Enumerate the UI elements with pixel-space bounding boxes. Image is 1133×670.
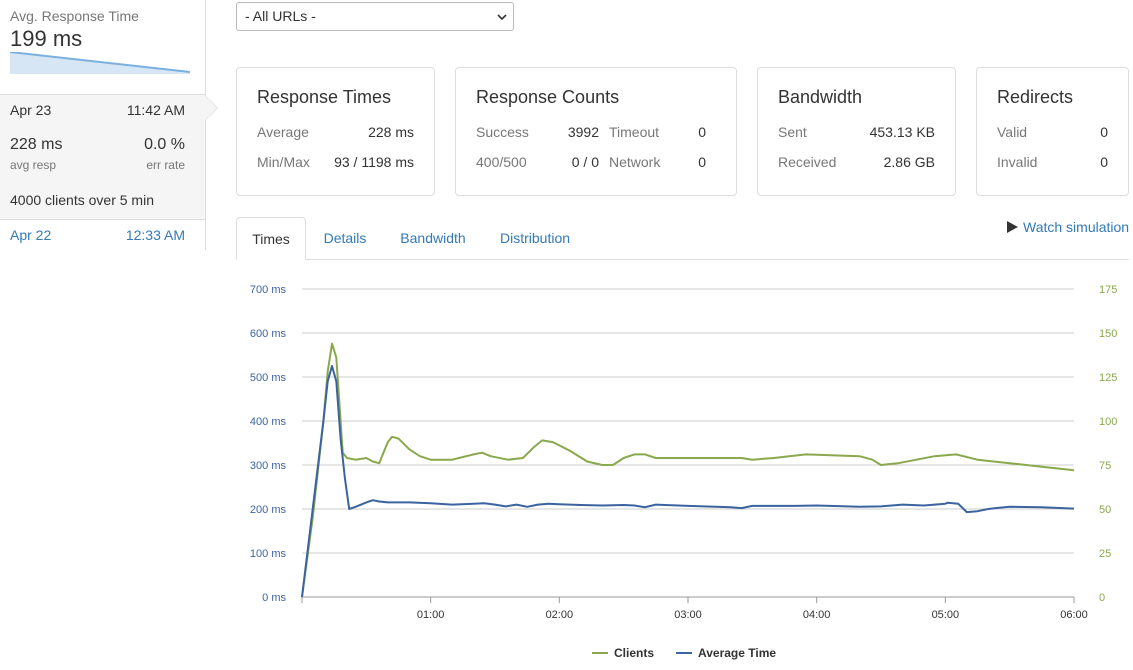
redirects-card: Redirects Valid 0 Invalid 0 bbox=[976, 67, 1129, 196]
invalid-label: Invalid bbox=[997, 154, 1038, 170]
watch-simulation-link[interactable]: Watch simulation bbox=[1007, 219, 1129, 235]
x-tick-label: 06:00 bbox=[1060, 609, 1088, 621]
run-duration-unit: min bbox=[127, 192, 154, 208]
y-left-tick-label: 0 ms bbox=[262, 592, 286, 604]
card-title: Redirects bbox=[997, 87, 1074, 107]
run-clients-summary: 4000 clients over 5 min bbox=[10, 192, 154, 208]
valid-label: Valid bbox=[997, 124, 1028, 140]
avg-response-title: Avg. Response Time bbox=[10, 8, 139, 24]
run-list-item[interactable]: Apr 22 12:33 AM bbox=[0, 219, 205, 250]
avg-response-summary: Avg. Response Time 199 ms bbox=[0, 0, 205, 94]
sidebar: Avg. Response Time 199 ms Apr 23 11:42 A… bbox=[0, 0, 206, 250]
url-filter-value: - All URLs - bbox=[245, 8, 316, 24]
run-clients-count: 4000 bbox=[10, 192, 42, 208]
y-right-tick-label: 75 bbox=[1099, 460, 1111, 472]
received-label: Received bbox=[778, 154, 837, 170]
avg-response-value: 199 ms bbox=[10, 26, 83, 51]
response-time-chart: 0 ms 100 ms 200 ms 300 ms 400 ms 500 ms 600 ms… bbox=[250, 284, 1117, 660]
minmax-value: 93 / 1198 ms bbox=[334, 154, 414, 170]
avg-response-sparkline bbox=[10, 52, 190, 74]
chart-tabs: Times Details Bandwidth Distribution bbox=[236, 217, 1129, 260]
success-value: 3992 bbox=[567, 124, 599, 140]
y-left-tick-label: 300 ms bbox=[250, 460, 287, 472]
received-value: 2.86 GB bbox=[883, 154, 935, 170]
sent-label: Sent bbox=[778, 124, 807, 140]
watch-simulation-label: Watch simulation bbox=[1023, 219, 1130, 235]
x-tick-label: 04:00 bbox=[803, 609, 831, 621]
tab-bandwidth[interactable]: Bandwidth bbox=[400, 230, 466, 246]
y-right-tick-label: 0 bbox=[1099, 592, 1105, 604]
y-right-tick-label: 150 bbox=[1099, 328, 1117, 340]
run-time-link[interactable]: 12:33 AM bbox=[125, 227, 185, 243]
x-tick-label: 02:00 bbox=[546, 609, 574, 621]
legend-label: Clients bbox=[614, 646, 654, 660]
average-label: Average bbox=[257, 124, 309, 140]
run-err-rate-label: err rate bbox=[146, 158, 185, 172]
card-title: Response Times bbox=[257, 87, 392, 107]
sent-value: 453.13 KB bbox=[869, 124, 935, 140]
run-date-link[interactable]: Apr 22 bbox=[10, 227, 52, 243]
y-right-tick-label: 125 bbox=[1099, 372, 1117, 384]
card-title: Response Counts bbox=[476, 87, 620, 107]
y-right-tick-label: 100 bbox=[1099, 416, 1117, 428]
minmax-label: Min/Max bbox=[257, 154, 310, 170]
x-tick-label: 01:00 bbox=[417, 609, 445, 621]
average-value: 228 ms bbox=[368, 124, 414, 140]
network-label: Network bbox=[609, 154, 661, 170]
legend-label: Average Time bbox=[698, 646, 776, 660]
run-duration-min: 5 bbox=[119, 192, 128, 208]
chevron-down-icon bbox=[497, 14, 507, 21]
invalid-value: 0 bbox=[1100, 154, 1108, 170]
network-value: 0 bbox=[698, 154, 706, 170]
timeout-label: Timeout bbox=[609, 124, 660, 140]
series-line-clients bbox=[301, 342, 1075, 598]
run-avg-resp-label: avg resp bbox=[10, 158, 57, 172]
run-list-item-selected[interactable]: Apr 23 11:42 AM 228 ms avg resp 0.0 % er… bbox=[0, 94, 205, 220]
y-left-tick-label: 500 ms bbox=[250, 372, 287, 384]
success-label: Success bbox=[476, 124, 529, 140]
y-left-tick-label: 100 ms bbox=[250, 548, 287, 560]
x-tick-label: 05:00 bbox=[932, 609, 960, 621]
card-title: Bandwidth bbox=[778, 87, 863, 107]
tab-times[interactable]: Times bbox=[236, 217, 306, 260]
http-error-label: 400/500 bbox=[476, 154, 527, 170]
play-icon bbox=[1007, 221, 1018, 233]
valid-value: 0 bbox=[1100, 124, 1108, 140]
run-time: 11:42 AM bbox=[126, 102, 185, 118]
series-line-average-time bbox=[301, 365, 1075, 598]
y-left-tick-label: 200 ms bbox=[250, 504, 287, 516]
y-left-tick-label: 700 ms bbox=[250, 284, 287, 296]
timeout-value: 0 bbox=[698, 124, 706, 140]
y-right-tick-label: 175 bbox=[1099, 284, 1117, 296]
tab-details[interactable]: Details bbox=[323, 230, 367, 246]
run-avg-resp-value: 228 ms bbox=[10, 136, 63, 153]
run-clients-text: clients over bbox=[41, 192, 120, 208]
x-tick-label: 03:00 bbox=[674, 609, 702, 621]
http-error-value: 0 / 0 bbox=[571, 154, 599, 170]
y-right-tick-label: 50 bbox=[1099, 504, 1111, 516]
selected-run-pointer-fill bbox=[205, 96, 217, 120]
tab-distribution[interactable]: Distribution bbox=[499, 230, 571, 246]
y-left-tick-label: 400 ms bbox=[250, 416, 287, 428]
run-err-rate-value: 0.0 % bbox=[144, 136, 185, 153]
response-counts-card: Response Counts Success 3992 Timeout 0 4… bbox=[455, 67, 737, 196]
response-times-card: Response Times Average 228 ms Min/Max 93… bbox=[236, 67, 435, 196]
run-date: Apr 23 bbox=[10, 102, 52, 118]
y-left-tick-label: 600 ms bbox=[250, 328, 287, 340]
bandwidth-card: Bandwidth Sent 453.13 KB Received 2.86 G… bbox=[757, 67, 956, 196]
y-right-tick-label: 25 bbox=[1099, 548, 1111, 560]
url-filter-select[interactable]: - All URLs - bbox=[236, 2, 514, 31]
